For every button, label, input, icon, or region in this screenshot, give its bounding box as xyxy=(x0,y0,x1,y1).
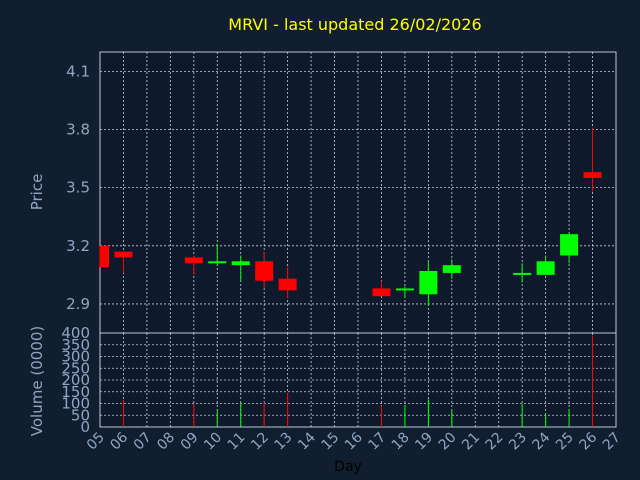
volume-bars xyxy=(122,335,594,427)
x-tick-label: 17 xyxy=(365,430,389,454)
x-tick-label: 19 xyxy=(412,430,436,454)
x-tick-label: 13 xyxy=(272,430,296,454)
x-tick-label: 21 xyxy=(459,430,483,454)
candle-body xyxy=(419,270,438,295)
volume-tick-label: 350 xyxy=(61,336,90,354)
volume-tick-label: 50 xyxy=(71,406,90,424)
candle-body xyxy=(255,261,274,281)
candle-body xyxy=(100,245,109,268)
candles xyxy=(99,127,602,306)
candle-body xyxy=(278,278,297,291)
volume-tick-label: 250 xyxy=(61,359,90,377)
x-tick-label: 10 xyxy=(201,430,225,454)
candle-body xyxy=(395,288,414,291)
x-tick-label: 27 xyxy=(600,430,624,454)
candle-body xyxy=(184,257,203,264)
x-tick-label: 07 xyxy=(131,430,155,454)
candle-body xyxy=(560,234,579,256)
x-tick-label: 24 xyxy=(530,429,554,453)
price-tick-label: 2.9 xyxy=(66,295,90,313)
candle-body xyxy=(536,261,555,275)
volume-axis-label: Volume (0000) xyxy=(28,326,46,436)
candle-body xyxy=(231,261,250,266)
candle-body xyxy=(513,272,532,275)
chart-title: MRVI - last updated 26/02/2026 xyxy=(228,15,481,34)
price-axis-label: Price xyxy=(28,174,46,211)
price-tick-label: 3.2 xyxy=(66,237,90,255)
volume-tick-label: 100 xyxy=(61,395,90,413)
x-tick-label: 16 xyxy=(342,429,366,453)
x-tick-label: 14 xyxy=(295,429,319,453)
x-tick-label: 08 xyxy=(154,430,178,454)
volume-tick-label: 200 xyxy=(61,371,90,389)
x-axis-label: Day xyxy=(334,459,362,475)
volume-tick-label: 300 xyxy=(61,348,90,366)
candle-body xyxy=(372,288,391,297)
volume-tick-label: 400 xyxy=(61,324,90,342)
x-tick-labels: 05 06 07 08 09 10 11 12 13 14 15 16 17 18 19 20 21 22 23 24… xyxy=(84,429,624,453)
x-tick-label: 26 xyxy=(576,429,600,453)
volume-tick-label: 150 xyxy=(61,383,90,401)
x-tick-label: 15 xyxy=(318,430,342,454)
volume-tick-label: 0 xyxy=(80,418,90,436)
x-tick-label: 06 xyxy=(107,429,131,453)
x-tick-label: 11 xyxy=(225,430,249,454)
grid-lines xyxy=(99,52,617,428)
candle-body xyxy=(583,172,602,178)
x-tick-label: 12 xyxy=(248,430,272,454)
x-tick-label: 18 xyxy=(389,430,413,454)
candle-body xyxy=(442,265,461,273)
candle-body xyxy=(114,251,133,258)
price-tick-label: 4.1 xyxy=(66,62,90,80)
x-tick-label: 22 xyxy=(483,430,507,454)
price-tick-label: 3.5 xyxy=(66,179,90,197)
x-tick-label: 09 xyxy=(178,430,202,454)
candle-body xyxy=(208,261,227,264)
price-tick-label: 3.8 xyxy=(66,121,90,139)
x-tick-label: 25 xyxy=(553,430,577,454)
x-tick-label: 20 xyxy=(436,430,460,454)
x-tick-label: 23 xyxy=(506,430,530,454)
